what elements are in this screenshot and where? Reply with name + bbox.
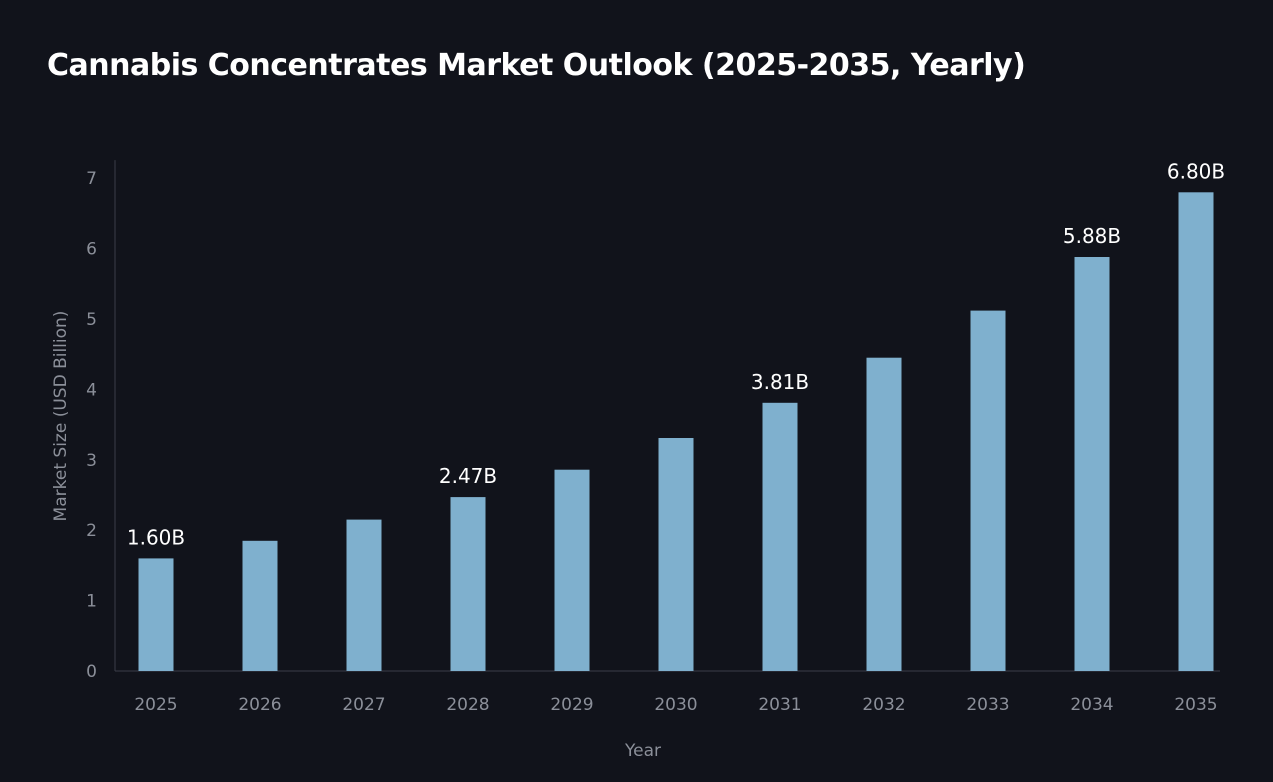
data-label-2025: 1.60B bbox=[127, 525, 185, 549]
bar-2035 bbox=[1178, 192, 1214, 672]
bar-2030 bbox=[658, 438, 694, 671]
bar-2027 bbox=[346, 519, 382, 671]
x-tick-label: 2030 bbox=[654, 695, 697, 715]
y-tick-labels: 0 1 2 3 4 5 6 7 bbox=[86, 169, 97, 682]
bar-2034 bbox=[1074, 257, 1110, 671]
y-tick-label: 7 bbox=[86, 169, 97, 189]
bar-2033 bbox=[970, 310, 1006, 671]
y-tick-label: 0 bbox=[86, 662, 97, 682]
y-tick-label: 5 bbox=[86, 310, 97, 330]
x-tick-label: 2028 bbox=[446, 695, 489, 715]
x-tick-label: 2029 bbox=[550, 695, 593, 715]
x-tick-label: 2025 bbox=[134, 695, 177, 715]
y-tick-label: 3 bbox=[86, 451, 97, 471]
data-label-2028: 2.47B bbox=[439, 464, 497, 488]
chart-title: Cannabis Concentrates Market Outlook (20… bbox=[47, 48, 1026, 83]
x-axis-label: Year bbox=[624, 741, 661, 761]
bar-2028 bbox=[450, 497, 486, 671]
y-tick-label: 1 bbox=[86, 592, 97, 612]
x-tick-label: 2034 bbox=[1070, 695, 1113, 715]
bar-2032 bbox=[866, 357, 902, 671]
bars bbox=[138, 192, 1214, 672]
x-tick-label: 2032 bbox=[862, 695, 905, 715]
x-tick-label: 2026 bbox=[238, 695, 281, 715]
x-tick-label: 2033 bbox=[966, 695, 1009, 715]
data-label-2031: 3.81B bbox=[751, 370, 809, 394]
y-axis-label: Market Size (USD Billion) bbox=[51, 311, 71, 522]
data-label-2035: 6.80B bbox=[1167, 159, 1225, 183]
bar-2025 bbox=[138, 558, 174, 671]
x-tick-labels: 2025 2026 2027 2028 2029 2030 2031 2032 2033 2034… bbox=[134, 695, 1217, 715]
y-tick-label: 2 bbox=[86, 521, 97, 541]
bar-2026 bbox=[242, 540, 278, 671]
bar-2031 bbox=[762, 402, 798, 671]
x-tick-label: 2035 bbox=[1174, 695, 1217, 715]
data-label-2034: 5.88B bbox=[1063, 224, 1121, 248]
data-labels: 1.60B 2.47B 3.81B 5.88B 6.80B bbox=[127, 159, 1225, 549]
y-tick-label: 4 bbox=[86, 380, 97, 400]
y-tick-label: 6 bbox=[86, 240, 97, 260]
x-tick-label: 2031 bbox=[758, 695, 801, 715]
x-tick-label: 2027 bbox=[342, 695, 385, 715]
bar-2029 bbox=[554, 469, 590, 671]
